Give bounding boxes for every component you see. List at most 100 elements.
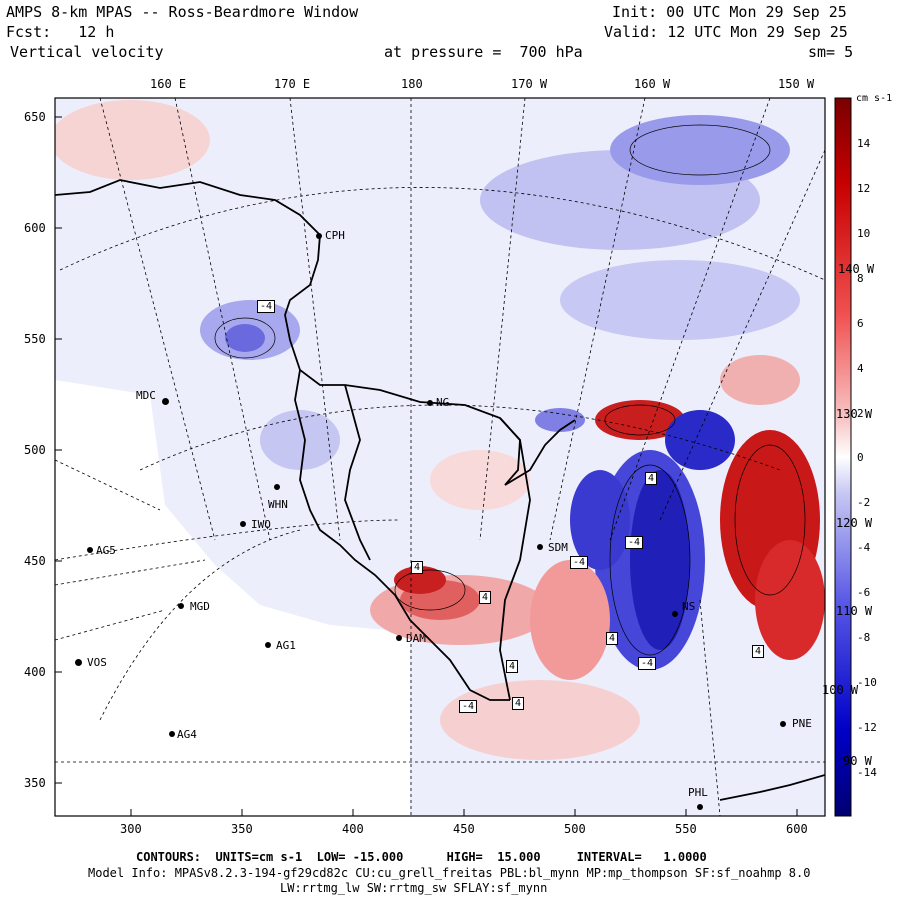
station-label-mdc: MDC: [136, 389, 156, 402]
sinking-band-core: [630, 470, 690, 650]
contour-label: -4: [625, 536, 644, 549]
contour-label: 4: [506, 660, 519, 673]
station-label-ag1: AG1: [276, 639, 296, 652]
station-label-ns: NS: [682, 600, 696, 613]
rising-band: [755, 540, 825, 660]
contour-label: 4: [645, 472, 658, 485]
station-label-ag4: AG4: [177, 728, 197, 741]
map-frame: [54, 97, 826, 817]
y-tick-label: 400: [24, 665, 46, 679]
rising-area: [430, 450, 530, 510]
contour-label: 4: [752, 645, 765, 658]
x-tick-label: 550: [675, 822, 697, 836]
longitude-label-120w: 120 W: [836, 516, 873, 530]
station-marker-phl[interactable]: [697, 804, 703, 810]
y-tick-label: 450: [24, 554, 46, 568]
station-label-mgd: MGD: [190, 600, 210, 613]
longitude-label-150w: 150 W: [778, 77, 815, 91]
contour-label: -4: [257, 300, 276, 313]
colorbar-units: cm s-1: [856, 93, 893, 104]
contour-label: 4: [411, 561, 424, 574]
map-field: [55, 98, 825, 816]
colorbar-label: 14: [857, 137, 871, 150]
model-info: Model Info: MPASv8.2.3-194-gf29cd82c CU:…: [88, 866, 811, 880]
station-label-whn: WHN: [268, 498, 288, 511]
rising-area: [720, 355, 800, 405]
colorbar-label: -10: [857, 676, 877, 689]
colorbar-label: -12: [857, 721, 877, 734]
y-tick-label: 500: [24, 443, 46, 457]
no-data-region: [55, 380, 410, 816]
sinking-area: [260, 410, 340, 470]
station-marker-pne[interactable]: [780, 721, 786, 727]
x-tick-label: 350: [231, 822, 253, 836]
station-marker-ng[interactable]: [427, 400, 433, 406]
contour-info: CONTOURS: UNITS=cm s-1 LOW= -15.000 HIGH…: [136, 850, 707, 864]
station-marker-whn[interactable]: [274, 484, 280, 490]
rising-area: [55, 100, 210, 180]
colorbar-label: -8: [857, 631, 871, 644]
colorbar-label: 2: [857, 407, 864, 420]
station-label-iwo: IWO: [251, 518, 271, 531]
graticule: [55, 98, 825, 816]
station-marker-ns[interactable]: [672, 611, 678, 617]
contour-label: -4: [638, 657, 657, 670]
colorbar-label: -2: [857, 496, 871, 509]
station-label-phl: PHL: [688, 786, 708, 799]
forecast-hour: Fcst: 12 h: [6, 23, 115, 41]
x-tick-label: 500: [564, 822, 586, 836]
rising-area: [440, 680, 640, 760]
x-tick-label: 450: [453, 822, 475, 836]
y-tick-label: 350: [24, 776, 46, 790]
longitude-label-160w: 160 W: [634, 77, 671, 91]
station-marker-vos[interactable]: [75, 659, 82, 666]
longitude-label-140w: 140 W: [838, 262, 875, 276]
longitude-label-180: 180: [401, 77, 423, 91]
station-label-ag5: AG5: [96, 544, 116, 557]
station-label-sdm: SDM: [548, 541, 568, 554]
contour-label: 4: [606, 632, 619, 645]
sinking-area: [610, 115, 790, 185]
station-label-vos: VOS: [87, 656, 107, 669]
station-marker-ag1[interactable]: [265, 642, 271, 648]
axis-ticks: [55, 116, 798, 816]
colorbar-label: 12: [857, 182, 871, 195]
longitude-label-170e: 170 E: [274, 77, 311, 91]
longitude-label-130w: 130 W: [836, 407, 873, 421]
colorbar-label: 6: [857, 317, 864, 330]
physics-info: LW:rrtmg_lw SW:rrtmg_sw SFLAY:sf_mynn: [280, 881, 548, 895]
station-marker-mdc[interactable]: [162, 398, 169, 405]
station-marker-iwo[interactable]: [240, 521, 246, 527]
station-label-pne: PNE: [792, 717, 812, 730]
station-marker-ag5[interactable]: [87, 547, 93, 553]
sinking-core: [535, 408, 585, 432]
station-marker-cph[interactable]: [316, 233, 322, 239]
field-name: Vertical velocity: [10, 43, 164, 61]
longitude-label-170w: 170 W: [511, 77, 548, 91]
smoothing-value: sm= 5: [808, 43, 854, 61]
colorbar-label: 8: [857, 272, 864, 285]
sinking-core: [225, 324, 265, 352]
station-marker-dam[interactable]: [396, 635, 402, 641]
rising-core: [595, 400, 685, 440]
colorbar-label: -4: [857, 541, 871, 554]
x-tick-label: 300: [120, 822, 142, 836]
rising-core: [394, 566, 446, 594]
sinking-band: [665, 410, 735, 470]
station-label-dam: DAM: [406, 632, 426, 645]
station-marker-mgd[interactable]: [178, 603, 184, 609]
colorbar-label: 10: [857, 227, 871, 240]
colorbar-label: 4: [857, 362, 864, 375]
x-tick-label: 600: [786, 822, 808, 836]
coastline: [55, 179, 825, 801]
station-marker-sdm[interactable]: [537, 544, 543, 550]
contour-label: -4: [459, 700, 478, 713]
valid-time: Valid: 12 UTC Mon 29 Sep 25: [604, 23, 848, 41]
station-marker-ag4[interactable]: [169, 731, 175, 737]
colorbar-label: 0: [857, 451, 864, 464]
longitude-label-90w: 90 W: [843, 754, 872, 768]
x-tick-label: 400: [342, 822, 364, 836]
pressure-level: at pressure = 700 hPa: [384, 43, 583, 61]
colorbar: [834, 97, 852, 817]
